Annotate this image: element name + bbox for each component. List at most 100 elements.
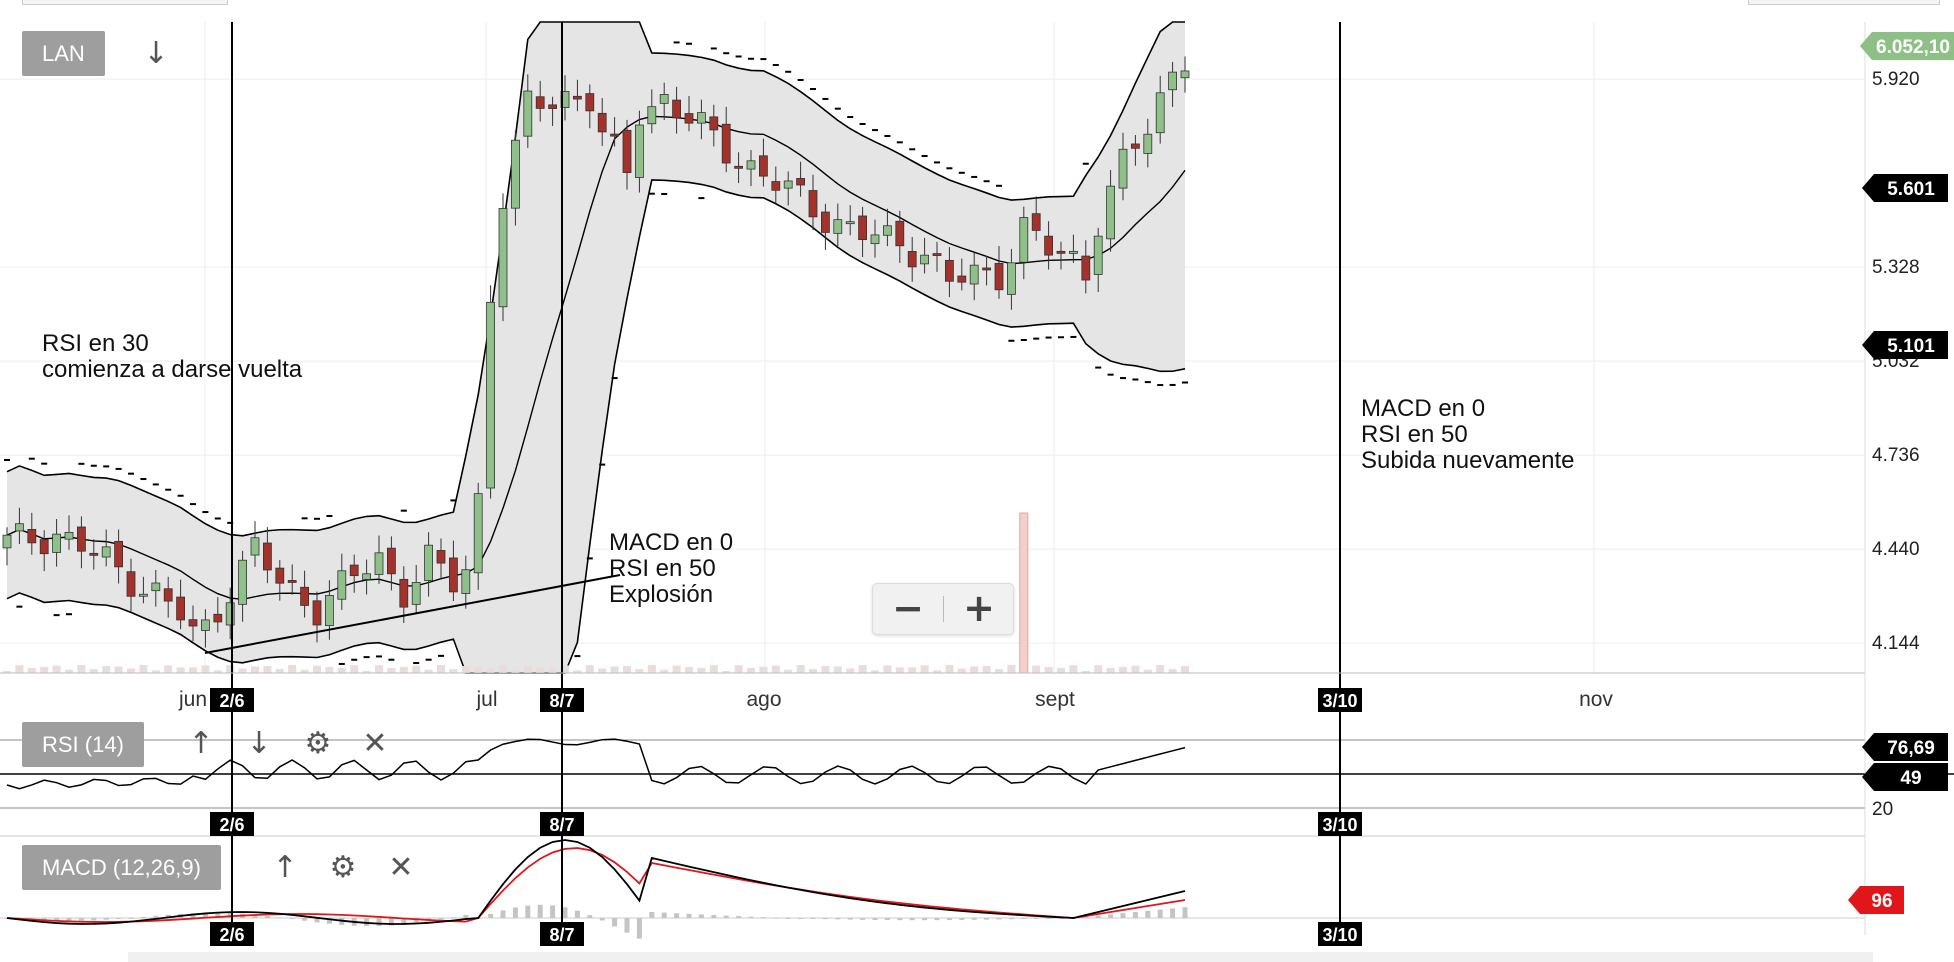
sar-dot [16,605,23,608]
volume-bar [1081,670,1090,673]
macd-chip[interactable]: MACD (12,26,9) [22,845,221,890]
sar-dot [438,654,444,657]
sar-dot [1020,339,1027,342]
sar-dot [574,655,581,658]
y-tick-label: 4.144 [1872,633,1920,654]
candle-body [635,124,644,178]
candle-body [808,190,818,218]
close-icon[interactable]: ✕ [388,850,414,885]
candle-body [833,219,843,234]
sar-dot [1107,373,1114,376]
sar-dot [1095,366,1102,369]
candle-body [994,262,1004,291]
candle-body [1019,217,1029,263]
macd-histogram-bar [252,914,258,918]
sar-dot [983,180,990,183]
macd-histogram-bar [103,918,109,920]
sar-dot [78,462,85,465]
volume-bar [40,666,49,673]
volume-bar [957,668,966,673]
sar-dot [140,478,147,481]
volume-bar [164,665,173,673]
close-icon[interactable]: ✕ [362,726,388,761]
macd-histogram-bar [574,910,580,918]
sar-dot [66,613,72,616]
macd-histogram-bar [872,918,878,920]
macd-histogram-bar [116,918,122,919]
gear-icon[interactable]: ⚙ [304,726,332,761]
sar-dot [1045,336,1052,339]
macd-histogram-bar [1157,909,1163,918]
event-marker-box [210,812,254,836]
candle-body [845,221,855,225]
sar-dot [326,514,333,517]
arrow-up-icon[interactable]: ↑ [272,850,298,885]
candle-body [883,225,892,236]
volume-bar [610,666,619,673]
sar-dot [1070,335,1077,338]
volume-bar [65,669,73,673]
candle-body [672,99,681,119]
volume-bar [461,666,470,673]
candle-body [821,211,830,233]
macd-histogram-bar [661,912,667,918]
sar-dot [177,494,184,497]
rsi-tick-label: 20 [1872,799,1893,820]
arrow-down-icon[interactable]: ↓ [143,36,169,71]
candle-body [684,113,694,124]
macd-histogram-bar [1083,916,1089,918]
volume-bar [313,665,321,673]
macd-histogram-bar [1182,907,1188,918]
event-marker-label: 3/10 [1322,925,1357,945]
volume-bar [908,667,917,673]
event-marker-box [540,812,584,836]
volume-bar [598,668,607,673]
macd-histogram-bar [587,915,593,918]
candle-body [287,580,297,583]
arrow-down-icon[interactable]: ↓ [246,726,272,761]
rsi-chip[interactable]: RSI (14) [22,722,144,767]
zoom-in-button[interactable]: + [963,586,995,630]
volume-bar [796,665,805,673]
symbol-chip[interactable]: LAN [22,31,105,76]
volume-bar [300,669,309,673]
volume-bar [337,667,346,673]
arrow-up-icon[interactable]: ↑ [188,726,214,761]
candle-body [1093,235,1103,275]
macd-histogram-bar [909,918,915,921]
zoom-out-button[interactable]: − [892,586,924,630]
candle-body [858,215,867,241]
sar-dot [1132,378,1139,381]
candle-body [188,619,198,627]
volume-bar [871,670,879,673]
sar-dot [128,472,134,475]
candle-body [1155,92,1165,134]
volume-bar [412,665,421,673]
event-marker-label: 8/7 [549,691,574,711]
candle-body [1007,262,1016,295]
macd-histogram-bar [401,918,407,925]
sar-dot [1008,339,1015,342]
volume-bar [251,666,259,673]
candle-body [721,123,731,164]
candle-body [89,552,99,556]
volume-bar [189,667,197,673]
gear-icon[interactable]: ⚙ [329,850,357,885]
candle-body [324,595,334,627]
macd-histogram-bar [1046,918,1052,919]
macd-histogram-bar [959,918,965,920]
annotation-rebound: MACD en 0 RSI en 50 Subida nuevamente [1361,395,1575,474]
volume-bar [685,666,693,673]
candle-body [759,155,768,177]
sar-dot [847,116,854,119]
rsi-level-label-bg [1862,763,1948,791]
candle-body [709,116,719,131]
macd-histogram-bar [1095,915,1101,918]
macd-histogram-bar [723,915,729,918]
macd-histogram-bar [996,918,1002,920]
price-label-upper-bg [1862,174,1948,202]
price-label-last: 6.052,10 [1876,37,1950,58]
price-label-upper: 5.601 [1887,179,1935,200]
